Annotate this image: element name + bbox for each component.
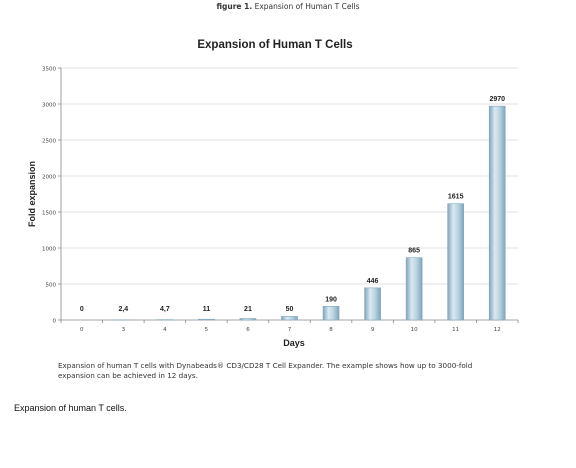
x-tick-label: 4 xyxy=(163,327,167,333)
x-tick-label: 0 xyxy=(80,327,84,333)
bar xyxy=(239,318,257,321)
data-labels: 0 2,4 4,7 11 21 50 190 446 865 1615 2970 xyxy=(80,96,505,313)
data-label: 190 xyxy=(325,296,337,303)
y-tick-label: 2500 xyxy=(42,139,56,145)
bar xyxy=(447,203,464,321)
bar-chart: Expansion of Human T Cells Fold expansio… xyxy=(27,39,519,348)
x-tick-label: 11 xyxy=(452,327,459,333)
x-tick-label: 7 xyxy=(288,327,292,333)
bar xyxy=(198,318,215,321)
data-label: 0 xyxy=(80,306,84,313)
bar xyxy=(322,306,340,321)
data-label: 865 xyxy=(408,248,420,255)
data-label: 1615 xyxy=(448,194,464,201)
figure-title: Expansion of Human T Cells xyxy=(254,2,360,11)
data-label: 21 xyxy=(244,306,252,313)
y-tick-label: 2000 xyxy=(42,175,56,181)
y-tick-label: 1000 xyxy=(42,247,56,253)
y-tick-label: 3000 xyxy=(42,103,56,109)
y-tick-label: 0 xyxy=(53,319,57,325)
bars xyxy=(115,105,506,321)
data-label: 4,7 xyxy=(160,306,170,313)
y-tick-label: 1500 xyxy=(42,211,56,217)
y-tick-label: 500 xyxy=(46,283,57,289)
figure-caption: Expansion of human T cells with Dynabead… xyxy=(58,361,528,381)
data-label: 50 xyxy=(286,306,294,313)
caption-line-1: Expansion of human T cells with Dynabead… xyxy=(58,361,473,370)
x-tick-label: 5 xyxy=(205,327,209,333)
x-tick-label: 6 xyxy=(246,327,250,333)
bar xyxy=(364,287,381,321)
figure-label: figure 1. Expansion of Human T Cells xyxy=(0,2,576,11)
gridlines xyxy=(61,67,518,285)
figure-number: figure 1. xyxy=(216,2,253,11)
data-label: 2970 xyxy=(489,96,505,103)
data-label: 2,4 xyxy=(118,306,128,313)
x-tick-label: 8 xyxy=(329,327,333,333)
x-axis-label: Days xyxy=(283,338,305,348)
bar xyxy=(488,105,506,321)
data-label: 11 xyxy=(203,306,211,313)
x-tick-label: 10 xyxy=(411,327,418,333)
x-tick-label: 3 xyxy=(122,327,126,333)
axes xyxy=(58,67,519,323)
bar xyxy=(405,257,423,321)
x-tick-label: 9 xyxy=(371,327,375,333)
chart-title: Expansion of Human T Cells xyxy=(197,39,352,51)
data-label: 446 xyxy=(367,278,379,285)
page-caption: Expansion of human T cells. xyxy=(14,403,127,413)
caption-line-2: expansion can be achieved in 12 days. xyxy=(58,371,198,380)
y-tick-label: 3500 xyxy=(42,67,56,73)
x-tick-label: 12 xyxy=(494,327,501,333)
bar xyxy=(281,316,298,321)
y-axis-label: Fold expansion xyxy=(27,161,37,227)
